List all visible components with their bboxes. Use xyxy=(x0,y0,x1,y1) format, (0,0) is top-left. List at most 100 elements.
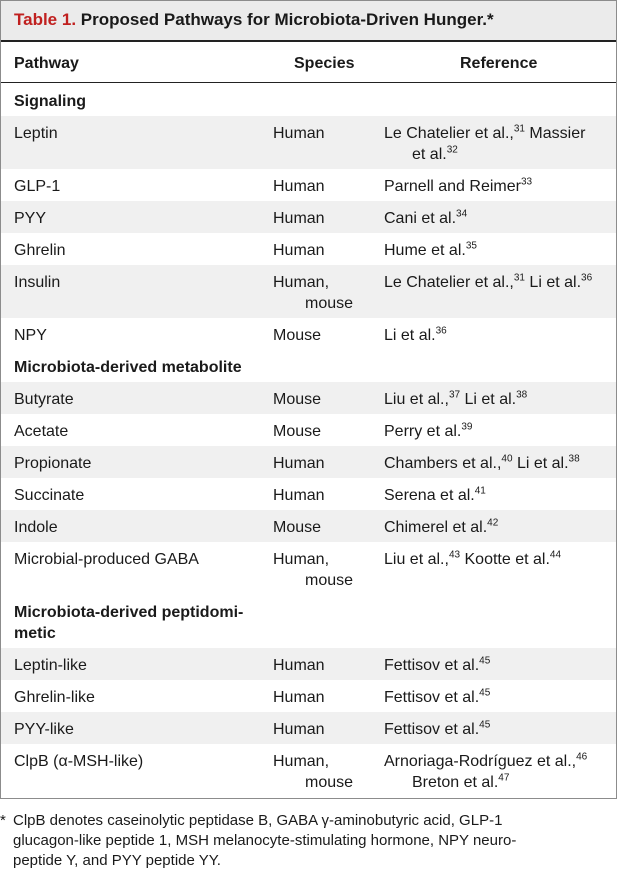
ref-text: Breton et al. xyxy=(412,774,499,791)
header-pathway: Pathway xyxy=(14,55,79,72)
ref-text: Li et al. xyxy=(524,274,582,291)
pathway-cell: Ghrelin-like xyxy=(14,689,95,706)
pathway-cell: Leptin xyxy=(14,125,58,142)
reference-cell: Le Chatelier et al.,31 Li et al.36 xyxy=(384,272,592,293)
table-title-bar: Table 1. Proposed Pathways for Microbiot… xyxy=(1,1,616,41)
ref-sup: 46 xyxy=(576,751,588,763)
footnote-star: * xyxy=(0,812,6,829)
ref-sup: 45 xyxy=(479,719,491,731)
species-continuation: mouse xyxy=(305,295,354,312)
section-label: Signaling xyxy=(14,93,86,110)
ref-sup: 33 xyxy=(520,176,533,188)
reference-cell: Perry et al.39 xyxy=(384,421,472,442)
reference-cell: Fettisov et al.45 xyxy=(384,719,490,740)
reference-cell: Li et al.36 xyxy=(384,325,447,346)
species-cell: Human xyxy=(273,210,325,227)
footnote-line: peptide Y, and PYY peptide YY. xyxy=(13,852,221,869)
ref-sup: 31 xyxy=(513,272,525,284)
table-row: Ghrelin Human Hume et al.35 xyxy=(1,233,616,265)
ref-sup: 47 xyxy=(498,772,510,784)
table-row: Propionate Human Chambers et al.,40 Li e… xyxy=(1,446,616,478)
table-row: Acetate Mouse Perry et al.39 xyxy=(1,414,616,446)
species-cell: Human xyxy=(273,178,325,195)
ref-text: et al. xyxy=(412,146,447,163)
ref-sup: 36 xyxy=(581,272,593,284)
ref-text: Li et al. xyxy=(460,391,517,408)
section-metabolite: Microbiota-derived metabolite xyxy=(1,350,616,382)
reference-cell: Parnell and Reimer33 xyxy=(384,176,532,197)
ref-text: Liu et al., xyxy=(384,551,449,568)
pathway-cell: Succinate xyxy=(14,487,85,504)
ref-sup: 42 xyxy=(487,517,499,529)
table-row: Indole Mouse Chimerel et al.42 xyxy=(1,510,616,542)
ref-text: Fettisov et al. xyxy=(384,721,480,738)
species-cell: Human xyxy=(273,242,325,259)
pathway-cell: NPY xyxy=(14,327,47,344)
species-cell: Human xyxy=(273,125,325,142)
ref-sup: 37 xyxy=(448,389,461,401)
species-cell: Human, mouse xyxy=(273,549,353,591)
table-row: PYY-like Human Fettisov et al.45 xyxy=(1,712,616,744)
species-cell: Human xyxy=(273,487,325,504)
reference-cell: Liu et al.,43 Kootte et al.44 xyxy=(384,549,561,570)
table-row: Succinate Human Serena et al.41 xyxy=(1,478,616,510)
section-label-line: metic xyxy=(14,625,56,642)
ref-sup: 34 xyxy=(456,208,468,220)
table-label: Table 1. xyxy=(14,10,77,29)
pathway-cell: ClpB (α-MSH-like) xyxy=(14,753,144,770)
header-reference: Reference xyxy=(460,55,538,72)
pathway-cell: Butyrate xyxy=(14,391,74,408)
ref-text: Parnell and Reimer xyxy=(384,178,521,195)
reference-cell: Liu et al.,37 Li et al.38 xyxy=(384,389,527,410)
ref-text: Cani et al. xyxy=(384,210,457,227)
ref-sup: 32 xyxy=(446,144,458,156)
ref-text: Chambers et al., xyxy=(384,455,502,472)
species-cell: Human, mouse xyxy=(273,751,353,793)
ref-sup: 45 xyxy=(479,687,491,699)
species-cell: Mouse xyxy=(273,327,322,344)
table-row: ClpB (α-MSH-like) Human, mouse Arnoriaga-… xyxy=(1,744,616,797)
section-label: Microbiota-derived metabolite xyxy=(14,359,242,376)
table-row: Microbial-produced GABA Human, mouse Liu … xyxy=(1,542,616,595)
reference-cell: Hume et al.35 xyxy=(384,240,477,261)
pathway-cell: Propionate xyxy=(14,455,92,472)
section-signaling: Signaling xyxy=(1,84,616,116)
table-title: Table 1. Proposed Pathways for Microbiot… xyxy=(14,10,494,30)
pathway-cell: Insulin xyxy=(14,274,61,291)
reference-cell: Serena et al.41 xyxy=(384,485,486,506)
table-row: GLP-1 Human Parnell and Reimer33 xyxy=(1,169,616,201)
section-peptidomimetic: Microbiota-derived peptidomi-metic xyxy=(1,595,616,648)
ref-continuation: Breton et al.47 xyxy=(384,772,587,793)
ref-sup: 38 xyxy=(516,389,528,401)
ref-text: Liu et al., xyxy=(384,391,449,408)
pathway-cell: Ghrelin xyxy=(14,242,66,259)
ref-text: Kootte et al. xyxy=(460,551,550,568)
ref-text: Chimerel et al. xyxy=(384,519,488,536)
species-continuation: mouse xyxy=(305,774,354,791)
ref-text: Fettisov et al. xyxy=(384,689,480,706)
ref-text: Li et al. xyxy=(512,455,569,472)
table-row: Ghrelin-like Human Fettisov et al.45 xyxy=(1,680,616,712)
species-cell: Mouse xyxy=(273,391,322,408)
pathway-cell: GLP-1 xyxy=(14,178,61,195)
reference-cell: Chambers et al.,40 Li et al.38 xyxy=(384,453,580,474)
ref-sup: 31 xyxy=(513,123,525,135)
ref-text: Massier xyxy=(524,125,586,142)
title-rule xyxy=(1,40,616,42)
species-cell: Mouse xyxy=(273,519,322,536)
species-text: Human, xyxy=(273,753,330,770)
header-species: Species xyxy=(294,55,355,72)
table-row: Butyrate Mouse Liu et al.,37 Li et al.38 xyxy=(1,382,616,414)
ref-sup: 40 xyxy=(501,453,513,465)
ref-text: Fettisov et al. xyxy=(384,657,480,674)
species-cell: Mouse xyxy=(273,423,322,440)
ref-text: Li et al. xyxy=(384,327,436,344)
pathway-cell: Microbial-produced GABA xyxy=(14,551,199,568)
species-cell: Human xyxy=(273,689,325,706)
reference-cell: Cani et al.34 xyxy=(384,208,467,229)
reference-cell: Arnoriaga-Rodríguez et al.,46 Breton et … xyxy=(384,751,587,793)
species-text: Human, xyxy=(273,551,330,568)
species-cell: Human xyxy=(273,455,325,472)
table-row: Insulin Human, mouse Le Chatelier et al.,… xyxy=(1,265,616,318)
ref-text: Le Chatelier et al., xyxy=(384,274,514,291)
